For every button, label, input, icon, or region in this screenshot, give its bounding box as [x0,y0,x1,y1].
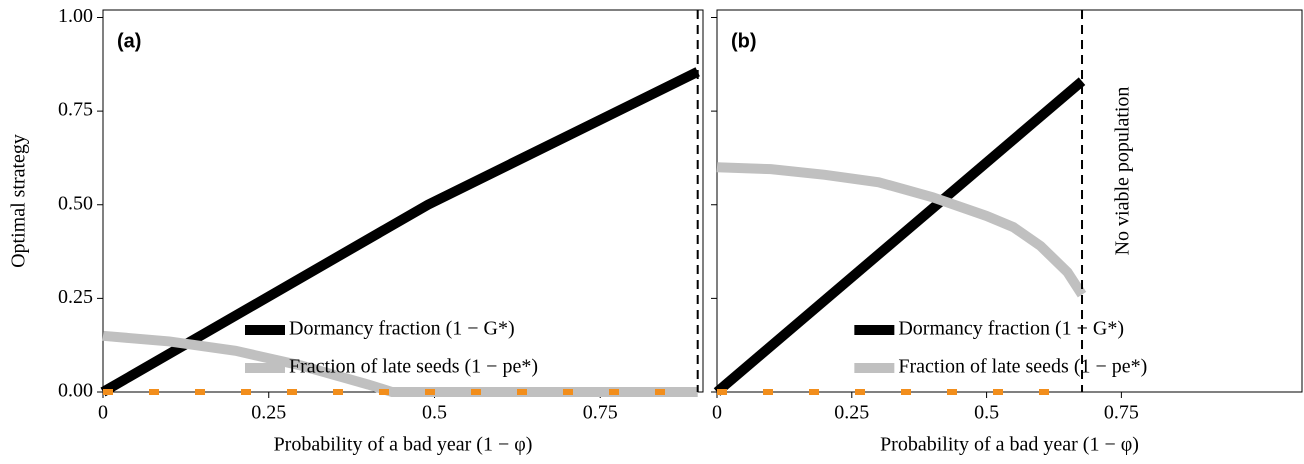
x-tick-label: 0 [712,402,722,424]
data-line [713,77,1086,396]
x-axis-label: Probability of a bad year (1 − φ) [274,434,533,456]
panel-label: (a) [117,30,141,52]
x-tick-label: 0.25 [834,402,869,424]
y-tick-label: 0.25 [58,286,93,308]
plot-frame [716,9,1303,393]
y-tick-label: 0.50 [58,192,93,214]
data-line [716,162,1087,298]
legend-label: Fraction of late seeds (1 − pe*) [289,356,538,378]
legend-label: Fraction of late seeds (1 − pe*) [898,356,1147,378]
x-tick-label: 0.5 [422,402,447,424]
y-axis-label: Optimal strategy [8,134,30,268]
x-tick-label: 0.5 [974,402,999,424]
panel-label: (b) [731,30,757,52]
y-tick-label: 0.00 [58,380,93,402]
x-tick-label: 0.75 [583,402,618,424]
legend-label: Dormancy fraction (1 − G*) [289,318,515,340]
x-tick-label: 0.75 [1104,402,1139,424]
data-line [100,67,700,397]
x-axis-label: Probability of a bad year (1 − φ) [880,434,1139,456]
y-tick-label: 0.75 [58,99,93,121]
y-tick-label: 1.00 [58,5,93,27]
x-tick-label: 0.25 [251,402,286,424]
x-tick-label: 0 [98,402,108,424]
legend-label: Dormancy fraction (1 − G*) [898,318,1124,340]
annotation: No viable population [1112,87,1134,256]
